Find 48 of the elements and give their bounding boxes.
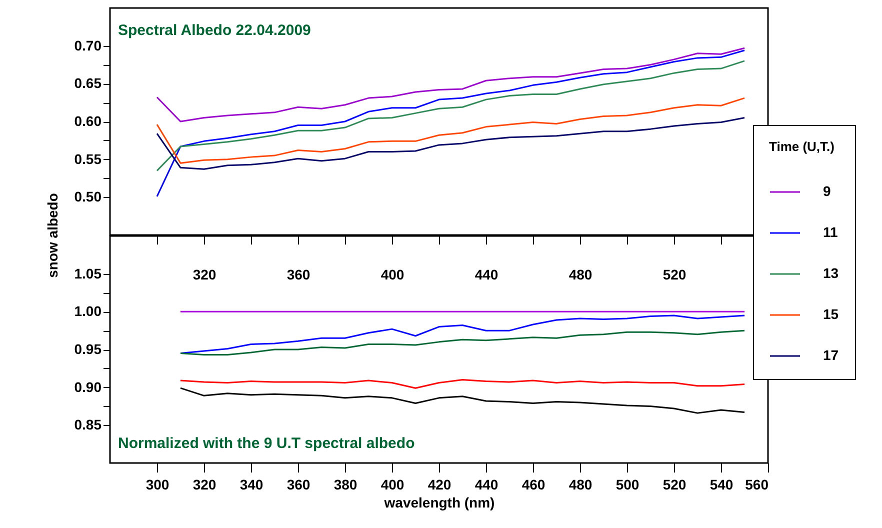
y-tick-label: 0.90 bbox=[74, 378, 102, 395]
legend-label: 13 bbox=[823, 265, 839, 281]
line-series bbox=[156, 97, 746, 164]
annotation: Spectral Albedo 22.04.2009 bbox=[118, 22, 311, 39]
x-tick-label: 320 bbox=[192, 266, 216, 282]
line-series bbox=[180, 379, 746, 389]
legend-title: Time (U,T.) bbox=[769, 139, 834, 154]
legend-label: 17 bbox=[823, 347, 839, 363]
legend-label: 15 bbox=[823, 306, 839, 322]
y-tick-label: 0.60 bbox=[74, 113, 102, 129]
y-tick-label: 1.05 bbox=[74, 265, 102, 282]
x-tick-label: 420 bbox=[428, 476, 452, 492]
y-tick-label: 0.85 bbox=[74, 416, 102, 433]
x-tick-label: 320 bbox=[192, 476, 216, 492]
x-tick-label: 360 bbox=[286, 476, 310, 492]
y-tick-label: 0.55 bbox=[74, 150, 102, 167]
x-tick-label: 380 bbox=[334, 476, 358, 492]
x-axis-title: wavelength (nm) bbox=[383, 494, 495, 510]
x-tick-label: 360 bbox=[286, 266, 310, 282]
y-tick-label: 1.00 bbox=[74, 303, 102, 320]
x-tick-label: 520 bbox=[662, 266, 686, 282]
x-tick-label: 480 bbox=[568, 476, 592, 492]
y-tick-label: 0.65 bbox=[74, 75, 102, 92]
x-tick-label: 440 bbox=[474, 476, 498, 492]
line-series bbox=[156, 60, 746, 172]
x-tick-label: 340 bbox=[240, 476, 264, 492]
y-axis-title: snow albedo bbox=[44, 193, 60, 278]
x-tick-label: 400 bbox=[380, 266, 404, 282]
line-series bbox=[156, 116, 746, 170]
x-tick-label: 440 bbox=[474, 266, 498, 282]
legend-label: 11 bbox=[823, 224, 838, 240]
line-series bbox=[180, 330, 746, 356]
y-tick-label: 0.95 bbox=[74, 341, 102, 357]
x-tick-label: 480 bbox=[568, 266, 592, 282]
line-series bbox=[180, 387, 746, 414]
legend-label: 9 bbox=[823, 183, 831, 199]
x-tick-label: 460 bbox=[522, 476, 546, 492]
y-tick-label: 0.70 bbox=[74, 37, 102, 54]
annotation: Normalized with the 9 U.T spectral albedo bbox=[118, 435, 415, 452]
line-series bbox=[156, 50, 746, 198]
x-tick-label: 520 bbox=[662, 476, 686, 492]
y-tick-label: 0.50 bbox=[74, 188, 102, 205]
x-tick-label: 540 bbox=[710, 476, 734, 492]
x-tick-label: 560 bbox=[745, 476, 769, 492]
x-tick-label: 500 bbox=[616, 476, 640, 492]
x-tick-label: 300 bbox=[146, 476, 170, 492]
x-tick-label: 400 bbox=[380, 476, 404, 492]
line-series bbox=[156, 47, 746, 122]
